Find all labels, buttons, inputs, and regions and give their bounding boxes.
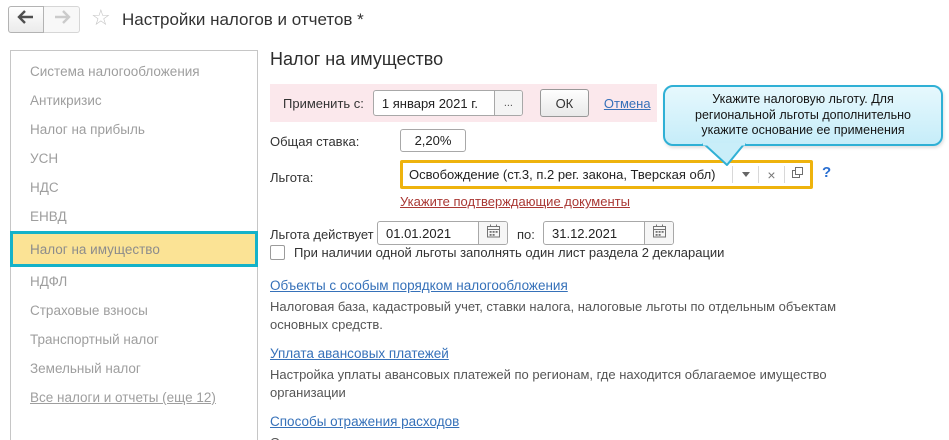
page-title: Налог на имущество [270,49,444,69]
sidebar-item-land-tax[interactable]: Земельный налог [30,361,141,376]
benefit-period-label: Льгота действует с: [270,227,388,242]
related-settings-sections: Объекты с особым порядком налогообложени… [270,277,930,440]
benefit-dropdown-button[interactable] [733,163,758,186]
clear-x-icon: × [767,166,776,183]
nav-buttons [8,6,80,33]
period-to-field: 31.12.2021 [543,221,674,245]
expense-methods-desc: Отражение в учете расходов по налогу. [270,434,890,440]
period-from-calendar-button[interactable] [478,222,507,244]
back-arrow-icon [17,10,35,29]
sidebar-item-anticrisis[interactable]: Антикризис [30,93,102,108]
benefit-label: Льгота: [270,170,314,185]
sidebar-item-envd[interactable]: ЕНВД [30,209,67,224]
single-sheet-checkbox[interactable] [270,245,285,260]
forward-button[interactable] [44,6,80,33]
sidebar-item-transport-tax[interactable]: Транспортный налог [30,332,159,347]
single-sheet-checkbox-label[interactable]: При наличии одной льготы заполнять один … [294,245,725,260]
special-objects-link[interactable]: Объекты с особым порядком налогообложени… [270,278,568,293]
rate-input[interactable]: 2,20% [400,129,466,152]
back-button[interactable] [8,6,44,33]
favorite-star-icon[interactable]: ☆ [91,5,111,30]
benefit-input: Освобождение (ст.3, п.2 рег. закона, Тве… [400,160,813,189]
special-objects-desc: Налоговая база, кадастровый учет, ставки… [270,299,837,332]
benefit-clear-button[interactable]: × [759,163,784,186]
calendar-icon [486,224,501,243]
apply-date-more-button[interactable]: ... [493,91,522,115]
apply-from-label: Применить с: [283,95,364,111]
section-special-objects: Объекты с особым порядком налогообложени… [270,277,930,333]
period-to-calendar-button[interactable] [644,222,673,244]
help-question-icon[interactable]: ? [822,164,832,181]
sidebar-item-all-taxes-link[interactable]: Все налоги и отчеты (еще 12) [30,390,216,405]
sidebar-item-tax-system[interactable]: Система налогообложения [30,64,200,79]
rate-label: Общая ставка: [270,134,360,149]
confirming-documents-link[interactable]: Укажите подтверждающие документы [400,194,630,209]
section-advance-payments: Уплата авансовых платежей Настройка упла… [270,345,930,401]
tax-sections-sidebar: Система налогообложения Антикризис Налог… [10,50,258,440]
sidebar-item-usn[interactable]: УСН [30,151,59,166]
ok-button[interactable]: ОК [539,89,589,117]
section-expense-methods: Способы отражения расходов Отражение в у… [270,413,930,440]
sidebar-item-profit-tax[interactable]: Налог на прибыль [30,122,145,137]
calendar-icon [652,224,667,243]
sidebar-item-property-tax[interactable]: Налог на имущество [10,231,258,267]
benefit-value[interactable]: Освобождение (ст.3, п.2 рег. закона, Тве… [409,167,716,182]
sidebar-item-nds[interactable]: НДС [30,180,59,195]
benefit-hint-tooltip: Укажите налоговую льготу. Для региональн… [663,85,943,146]
benefit-open-button[interactable] [785,163,810,186]
expense-methods-link[interactable]: Способы отражения расходов [270,414,460,430]
period-to-label: по: [517,227,535,242]
apply-date-field: 1 января 2021 г. ... [372,90,523,116]
forward-arrow-icon [53,10,71,29]
apply-date-value[interactable]: 1 января 2021 г. [381,95,478,111]
period-from-value[interactable]: 01.01.2021 [386,225,452,241]
open-windows-icon [791,166,804,184]
period-to-value[interactable]: 31.12.2021 [552,225,618,241]
tooltip-tail [700,142,748,173]
window-title: Настройки налогов и отчетов * [122,10,364,29]
sidebar-item-insurance[interactable]: Страховые взносы [30,303,148,318]
sidebar-item-ndfl[interactable]: НДФЛ [30,274,68,289]
cancel-link[interactable]: Отмена [603,95,651,111]
advance-payments-desc: Настройка уплаты авансовых платежей по р… [270,367,827,400]
period-from-field: 01.01.2021 [377,221,508,245]
single-sheet-checkbox-row: При наличии одной льготы заполнять один … [270,245,724,260]
chevron-down-icon [741,172,750,177]
advance-payments-link[interactable]: Уплата авансовых платежей [270,346,449,362]
apply-bar: Применить с: 1 января 2021 г. ... ОК Отм… [270,84,657,122]
